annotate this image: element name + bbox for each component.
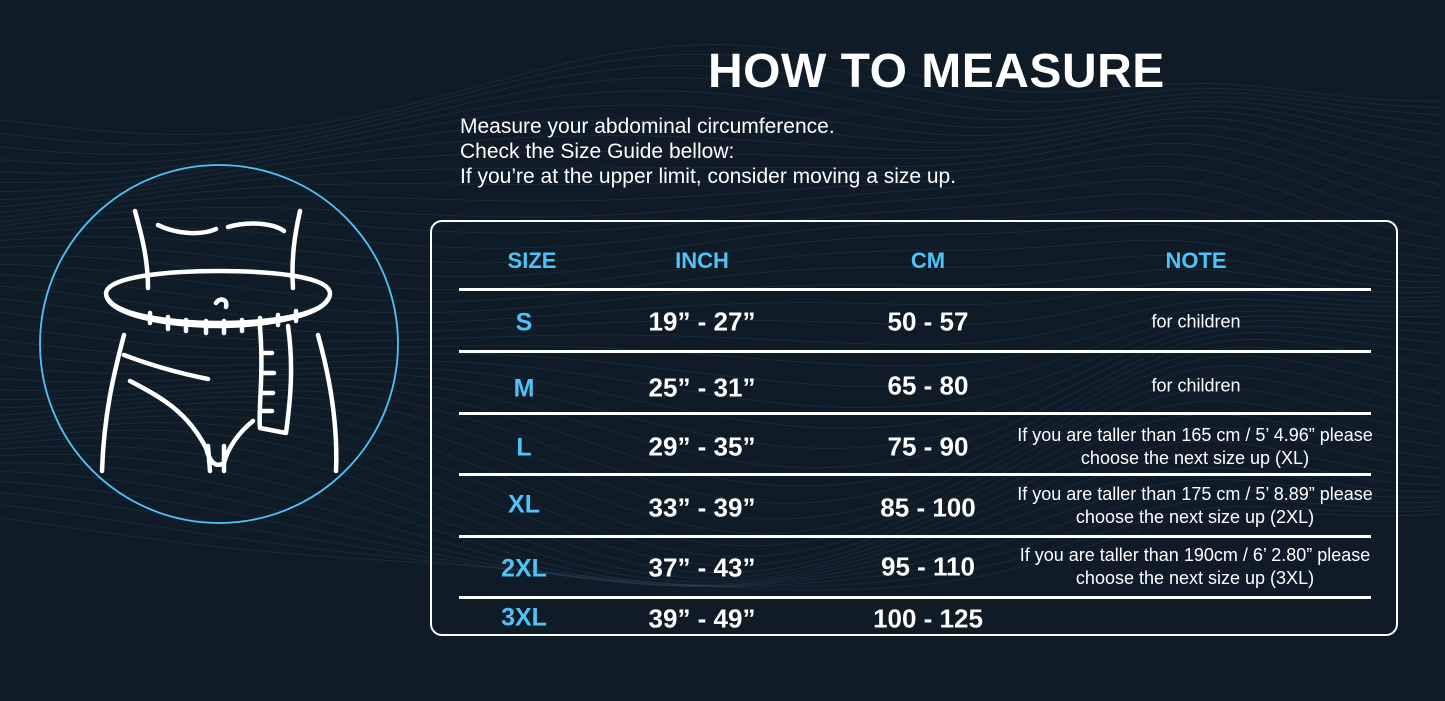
waist-measuring-tape-icon (39, 164, 399, 524)
wave-line (0, 223, 1441, 278)
inch-cell: 37” - 43” (648, 552, 756, 583)
wave-line (0, 298, 1441, 346)
inch-cell: 19” - 27” (648, 306, 756, 337)
wave-line (0, 179, 1441, 250)
cm-cell: 85 - 100 (880, 492, 976, 523)
wave-line (0, 492, 1441, 587)
note-line: If you are taller than 190cm / 6’ 2.80” … (1019, 545, 1371, 565)
row-divider (459, 288, 1371, 291)
inch-cell: 33” - 39” (648, 492, 756, 523)
wave-line (0, 355, 1441, 520)
wave-line (0, 193, 1441, 260)
row-divider (459, 412, 1371, 415)
cm-cell: 95 - 110 (881, 551, 975, 582)
wave-line (0, 208, 1441, 269)
wave-line (0, 504, 1441, 588)
wave-line (0, 320, 1441, 429)
header-note: NOTE (1165, 248, 1227, 273)
wave-line (0, 338, 1441, 487)
size-table: SIZE INCH CM NOTE S 19” - 27” 50 - 57 fo… (430, 220, 1398, 636)
wave-line (0, 77, 1441, 165)
note-line: choose the next size up (XL) (1080, 448, 1310, 468)
size-cell: 2XL (501, 554, 547, 583)
wave-line (0, 315, 1441, 409)
wave-line (0, 453, 1441, 586)
wave-line (0, 511, 1441, 591)
wave-line (0, 481, 1441, 587)
note-cell: If you are taller than 165 cm / 5’ 4.96”… (1017, 424, 1373, 470)
wave-line (0, 305, 1441, 367)
note-line: for children (1151, 375, 1241, 396)
inch-cell: 29” - 35” (648, 431, 756, 462)
note-cell: If you are taller than 190cm / 6’ 2.80” … (1020, 544, 1371, 590)
header-cm: CM (910, 248, 946, 273)
wave-line (0, 376, 1441, 547)
wave-line (0, 280, 1441, 324)
note-line: choose the next size up (2XL) (1075, 507, 1315, 527)
note-line: If you are taller than 165 cm / 5’ 4.96”… (1017, 425, 1373, 445)
wave-line (0, 365, 1441, 534)
wave-line (0, 104, 1441, 183)
inch-cell: 39” - 49” (648, 603, 756, 634)
wave-line (0, 133, 1441, 213)
wave-line (0, 462, 1441, 587)
page-title: HOW TO MEASURE (708, 45, 1165, 98)
row-divider (459, 596, 1371, 599)
header-size: SIZE (507, 248, 557, 273)
note-line: for children (1151, 311, 1241, 332)
note-cell: for children (1151, 311, 1240, 334)
header-inch: INCH (675, 248, 729, 273)
wave-line (0, 331, 1441, 469)
wave-line (0, 254, 1441, 302)
cm-cell: 50 - 57 (887, 306, 969, 337)
wave-line (0, 117, 1441, 201)
instruction-line: Check the Size Guide bellow: (460, 140, 735, 163)
wave-line (0, 53, 1441, 145)
instructions: Measure your abdominal circumference. Ch… (460, 114, 956, 189)
wave-line (0, 427, 1441, 579)
wave-line (0, 142, 1441, 218)
wave-line (0, 471, 1441, 587)
note-line: choose the next size up (3XL) (1075, 568, 1315, 588)
wave-line (0, 64, 1441, 155)
instruction-line: If you’re at the upper limit, consider m… (460, 165, 957, 188)
cm-cell: 75 - 90 (887, 431, 969, 462)
note-cell: for children (1151, 375, 1240, 398)
size-cell: M (513, 374, 535, 403)
size-cell: XL (508, 490, 540, 519)
row-divider (459, 473, 1371, 476)
wave-line (0, 387, 1441, 558)
cm-cell: 65 - 80 (887, 370, 969, 401)
note-line: If you are taller than 175 cm / 5’ 8.89”… (1017, 484, 1373, 504)
size-cell: 3XL (501, 603, 547, 632)
wave-line (0, 400, 1441, 566)
note-cell: If you are taller than 175 cm / 5’ 8.89”… (1017, 483, 1373, 529)
wave-line (0, 310, 1441, 388)
wave-line (0, 124, 1441, 208)
wave-line (0, 440, 1441, 583)
row-divider (459, 535, 1371, 538)
wave-line (0, 165, 1441, 239)
cm-cell: 100 - 125 (873, 603, 983, 634)
inch-cell: 25” - 31” (648, 372, 756, 403)
size-cell: L (516, 433, 532, 462)
wave-line (0, 153, 1441, 226)
size-cell: S (515, 308, 533, 337)
wave-line (0, 325, 1441, 449)
row-divider (459, 350, 1371, 353)
instruction-line: Measure your abdominal circumference. (460, 115, 835, 138)
wave-line (0, 44, 1441, 135)
wave-line (0, 90, 1441, 174)
